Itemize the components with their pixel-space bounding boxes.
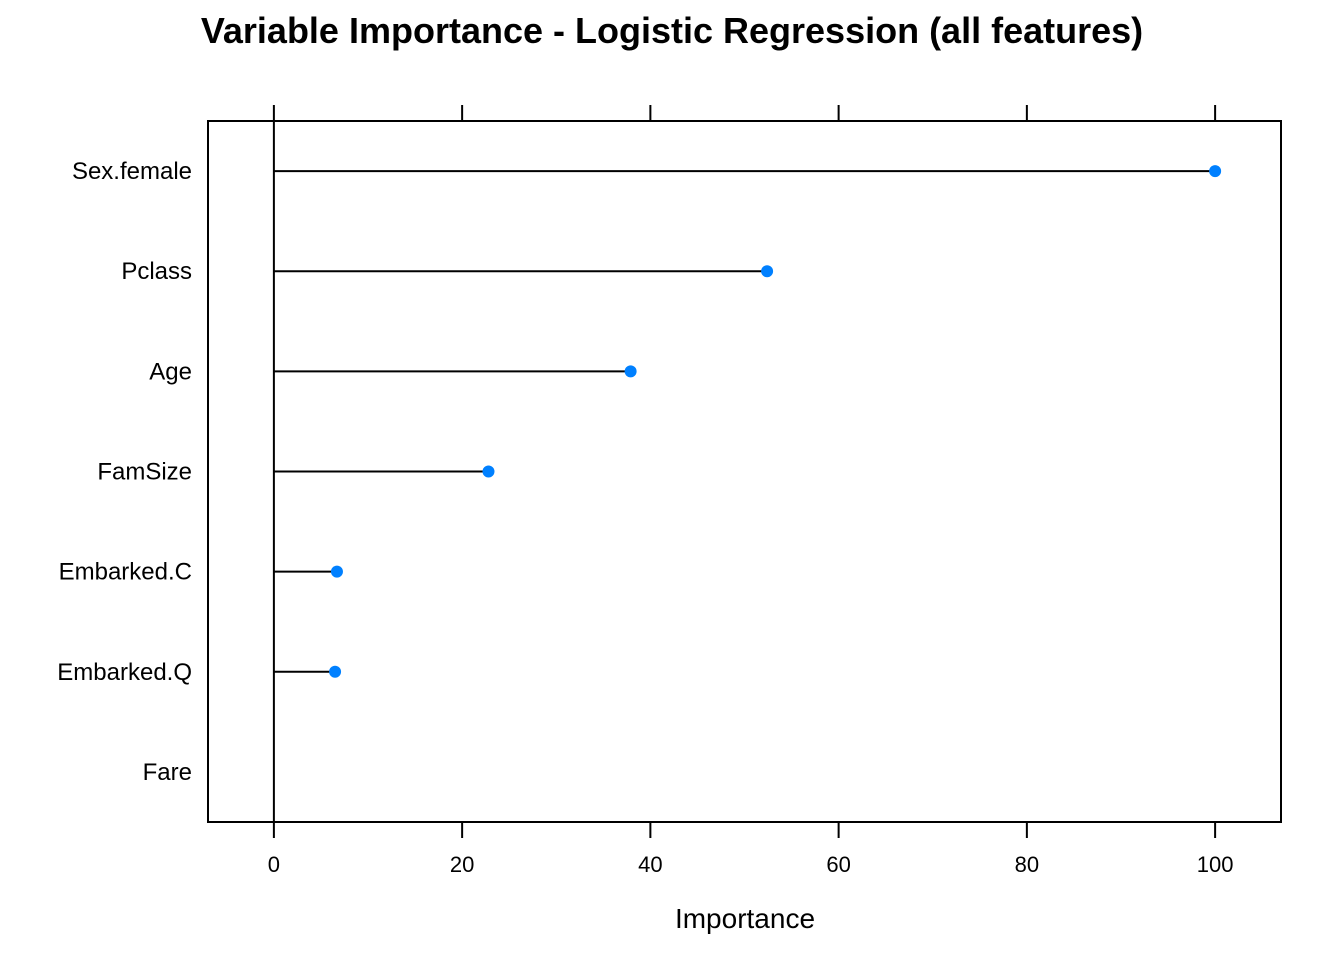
category-label: Age: [149, 358, 192, 385]
x-tick-label: 40: [638, 852, 662, 877]
category-label: Sex.female: [72, 158, 192, 185]
category-label: Pclass: [121, 258, 192, 285]
importance-point: [329, 665, 342, 678]
importance-point: [330, 565, 343, 578]
x-tick-label: 20: [450, 852, 474, 877]
importance-point: [761, 265, 774, 278]
chart-title: Variable Importance - Logistic Regressio…: [201, 10, 1143, 51]
category-label: Embarked.Q: [57, 659, 192, 686]
importance-stems: [273, 170, 1216, 673]
x-tick-label: 100: [1197, 852, 1234, 877]
top-ticks: [272, 105, 1217, 121]
importance-point: [624, 365, 637, 378]
plot-frame: [207, 120, 1282, 823]
bottom-ticks: 0 20 40 60 80 100: [268, 822, 1234, 877]
x-tick-label: 60: [826, 852, 850, 877]
category-labels: Sex.female Pclass Age FamSize Embarked.C Emba…: [57, 158, 192, 786]
x-tick-label: 0: [268, 852, 280, 877]
category-label: Fare: [143, 759, 192, 786]
importance-points: [329, 165, 1222, 678]
category-label: Embarked.C: [59, 559, 192, 586]
category-label: FamSize: [97, 459, 192, 486]
x-tick-label: 80: [1015, 852, 1039, 877]
importance-point: [1209, 165, 1222, 178]
importance-point: [482, 465, 495, 478]
x-axis-label: Importance: [675, 903, 815, 934]
